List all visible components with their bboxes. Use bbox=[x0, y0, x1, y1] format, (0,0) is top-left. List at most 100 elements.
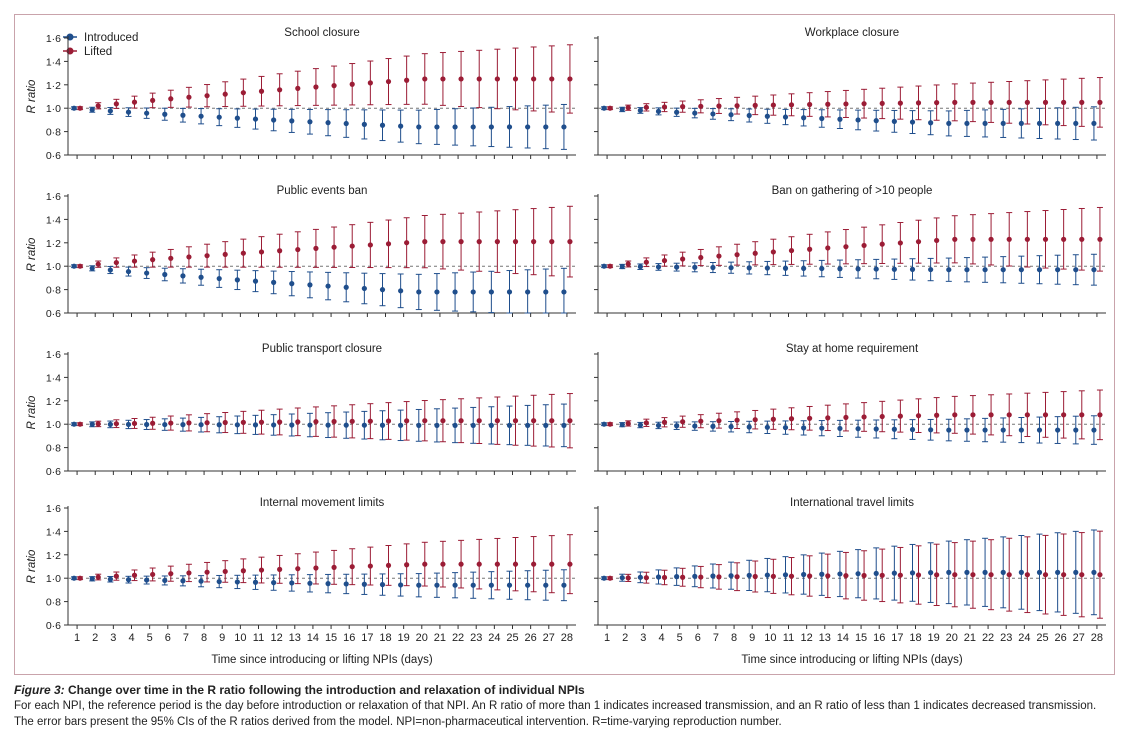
lifted-point bbox=[295, 566, 301, 572]
introduced-point bbox=[398, 422, 404, 428]
x-tick-label: 3 bbox=[110, 632, 116, 644]
panel-title: Internal movement limits bbox=[260, 497, 385, 509]
introduced-point bbox=[361, 285, 367, 292]
lifted-point bbox=[915, 572, 922, 578]
introduced-point bbox=[637, 107, 643, 114]
lifted-point bbox=[698, 574, 704, 580]
lifted-point bbox=[752, 250, 758, 256]
introduced-point bbox=[946, 569, 952, 575]
introduced-point bbox=[1000, 427, 1006, 433]
lifted-point bbox=[549, 418, 555, 424]
x-tick-label: 2 bbox=[92, 632, 98, 644]
introduced-point bbox=[506, 582, 513, 588]
x-tick-label: 9 bbox=[749, 632, 755, 644]
introduced-point bbox=[982, 569, 988, 575]
introduced-point bbox=[674, 574, 680, 580]
lifted-point bbox=[788, 573, 795, 579]
introduced-point bbox=[216, 275, 222, 282]
introduced-point bbox=[1018, 427, 1024, 433]
introduced-point bbox=[891, 426, 897, 432]
introduced-point bbox=[307, 282, 313, 288]
introduced-point bbox=[1000, 267, 1006, 273]
lifted-point bbox=[661, 104, 668, 110]
introduced-point bbox=[506, 422, 513, 428]
lifted-point bbox=[879, 572, 885, 578]
lifted-point bbox=[970, 412, 976, 418]
x-tick-label: 1 bbox=[604, 632, 610, 644]
lifted-point bbox=[988, 412, 994, 418]
x-tick-label: 5 bbox=[147, 632, 153, 644]
lifted-point bbox=[680, 104, 686, 110]
introduced-point bbox=[307, 422, 313, 428]
y-tick-label: 0·8 bbox=[46, 597, 61, 609]
lifted-point bbox=[186, 570, 192, 576]
lifted-point bbox=[843, 414, 849, 421]
lifted-point bbox=[1024, 572, 1030, 578]
lifted-point bbox=[734, 103, 740, 109]
lifted-point bbox=[458, 418, 464, 424]
introduced-point bbox=[89, 265, 95, 271]
introduced-point bbox=[325, 581, 331, 587]
lifted-point bbox=[567, 561, 573, 567]
introduced-point bbox=[674, 109, 680, 115]
introduced-point bbox=[71, 263, 77, 269]
x-tick-label: 23 bbox=[470, 632, 482, 644]
lifted-point bbox=[240, 90, 246, 96]
introduced-point bbox=[543, 582, 549, 588]
lifted-point bbox=[843, 573, 849, 579]
lifted-point bbox=[222, 91, 228, 97]
lifted-point bbox=[131, 99, 138, 105]
introduced-point bbox=[964, 569, 970, 575]
introduced-point bbox=[525, 582, 531, 588]
lifted-point bbox=[716, 574, 722, 580]
x-tick-label: 5 bbox=[677, 632, 683, 644]
introduced-point bbox=[89, 576, 95, 582]
introduced-point bbox=[1018, 120, 1024, 127]
introduced-point bbox=[398, 582, 404, 588]
lifted-point bbox=[512, 76, 519, 82]
introduced-point bbox=[855, 117, 861, 123]
lifted-point bbox=[113, 421, 119, 427]
introduced-point bbox=[782, 572, 789, 578]
introduced-point bbox=[325, 422, 331, 428]
x-tick-label: 26 bbox=[1055, 632, 1067, 644]
introduced-point bbox=[819, 115, 825, 122]
lifted-point bbox=[915, 413, 922, 419]
x-axis-label: Time since introducing or lifting NPIs (… bbox=[741, 654, 963, 666]
x-tick-label: 13 bbox=[819, 632, 831, 644]
lifted-point bbox=[168, 96, 174, 102]
introduced-point bbox=[144, 270, 150, 276]
introduced-point bbox=[561, 289, 567, 295]
introduced-point bbox=[525, 289, 531, 295]
x-tick-label: 17 bbox=[361, 632, 373, 644]
lifted-point bbox=[825, 415, 831, 421]
x-tick-label: 22 bbox=[982, 632, 994, 644]
lifted-point bbox=[222, 251, 228, 258]
lifted-point bbox=[258, 567, 265, 573]
lifted-point bbox=[952, 572, 958, 578]
lifted-point bbox=[988, 99, 994, 105]
introduced-point bbox=[819, 265, 825, 272]
x-tick-label: 19 bbox=[398, 632, 410, 644]
introduced-point bbox=[343, 120, 349, 127]
lifted-point bbox=[897, 240, 903, 246]
introduced-point bbox=[928, 266, 934, 273]
lifted-point bbox=[879, 413, 885, 420]
lifted-point bbox=[970, 572, 976, 578]
introduced-point bbox=[1073, 569, 1079, 575]
lifted-point bbox=[204, 93, 210, 99]
lifted-point bbox=[643, 104, 649, 110]
y-tick-label: 1·4 bbox=[46, 526, 61, 538]
introduced-point bbox=[162, 111, 168, 117]
introduced-point bbox=[637, 422, 643, 428]
lifted-point bbox=[661, 574, 668, 581]
lifted-point bbox=[807, 246, 813, 252]
caption-title: Change over time in the R ratio followin… bbox=[64, 683, 585, 697]
lifted-point bbox=[1061, 412, 1067, 418]
x-tick-label: 22 bbox=[452, 632, 464, 644]
y-axis-label: R ratio bbox=[26, 549, 38, 583]
introduced-point bbox=[728, 112, 734, 118]
introduced-point bbox=[1073, 267, 1079, 273]
introduced-point bbox=[746, 265, 752, 271]
x-tick-label: 7 bbox=[713, 632, 719, 644]
